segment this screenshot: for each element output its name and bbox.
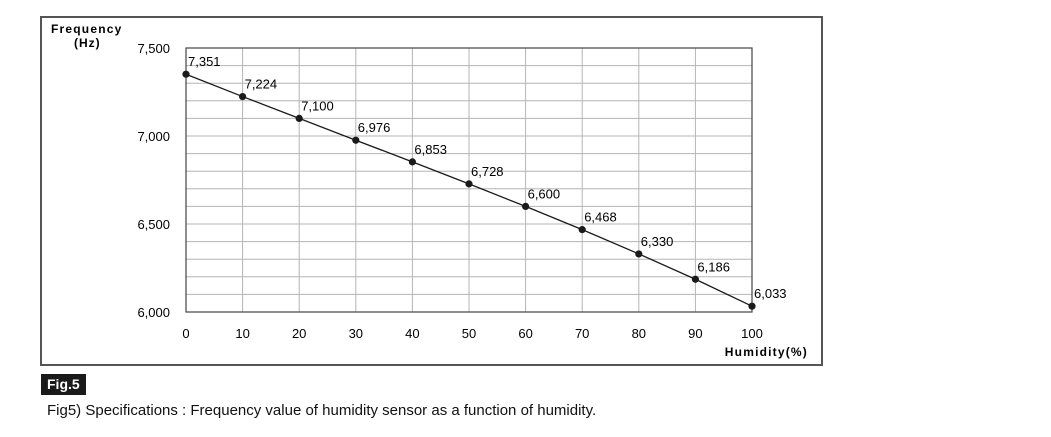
- data-point: [748, 302, 756, 310]
- x-tick-label: 0: [182, 326, 189, 341]
- data-label: 6,728: [471, 164, 504, 179]
- x-tick-label: 90: [688, 326, 702, 341]
- y-tick-label: 6,000: [137, 305, 170, 320]
- plot-border: [185, 47, 753, 313]
- x-axis-title: Humidity(%): [725, 345, 808, 359]
- data-label: 6,853: [414, 142, 447, 157]
- data-point: [635, 250, 643, 258]
- grid: [185, 47, 753, 313]
- x-tick-label: 40: [405, 326, 419, 341]
- x-tick-label: 100: [741, 326, 763, 341]
- data-point: [408, 158, 416, 166]
- data-point: [295, 114, 303, 122]
- y-tick-label: 6,500: [137, 217, 170, 232]
- data-point: [578, 226, 586, 234]
- y-axis-title-line1: Frequency: [51, 22, 123, 36]
- data-label: 7,351: [188, 54, 221, 69]
- x-tick-label: 80: [632, 326, 646, 341]
- data-label: 6,468: [584, 210, 617, 225]
- data-labels: 7,351 7,224 7,100 6,976 6,853 6,728 6,600 6,468…: [188, 54, 787, 301]
- x-tick-label: 20: [292, 326, 306, 341]
- figure-label: Fig.5: [41, 374, 86, 395]
- data-point: [239, 92, 247, 101]
- data-label: 6,976: [358, 120, 391, 135]
- y-axis-title-line2: (Hz): [74, 36, 101, 50]
- data-points: [182, 70, 756, 310]
- x-tick-label: 10: [235, 326, 249, 341]
- figure-caption: Fig5) Specifications : Frequency value o…: [47, 402, 597, 419]
- x-tick-label: 60: [518, 326, 532, 341]
- data-point: [182, 70, 190, 78]
- data-point: [691, 275, 700, 283]
- y-tick-label: 7,500: [137, 41, 170, 56]
- data-label: 6,186: [697, 259, 730, 274]
- data-label: 7,224: [245, 77, 278, 92]
- data-label: 7,100: [301, 98, 334, 113]
- data-label: 6,600: [528, 186, 561, 201]
- data-point: [465, 180, 473, 188]
- chart-frame: [40, 16, 823, 366]
- data-label: 6,033: [754, 286, 787, 301]
- data-point: [522, 202, 530, 210]
- axis-labels: 6,000 6,500 7,000 7,500 0 10 20 30 40 50 60 70 80 90 1…: [137, 41, 762, 341]
- x-tick-label: 70: [575, 326, 589, 341]
- x-tick-label: 30: [349, 326, 363, 341]
- x-tick-label: 50: [462, 326, 476, 341]
- data-point: [352, 136, 360, 144]
- data-label: 6,330: [641, 234, 674, 249]
- y-tick-label: 7,000: [137, 129, 170, 144]
